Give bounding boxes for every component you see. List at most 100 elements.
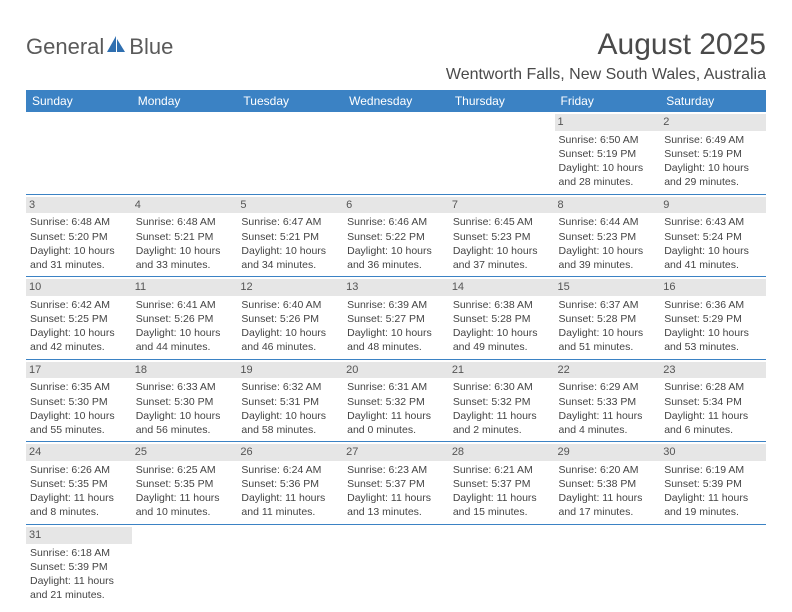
day-number: 21 — [449, 362, 555, 379]
calendar-day-cell — [660, 524, 766, 606]
day-number: 4 — [132, 197, 238, 214]
daylight2-text: and 6 minutes. — [664, 423, 762, 437]
calendar-day-cell: 20Sunrise: 6:31 AMSunset: 5:32 PMDayligh… — [343, 359, 449, 442]
calendar-day-cell — [343, 112, 449, 194]
sunset-text: Sunset: 5:32 PM — [453, 395, 551, 409]
sunrise-text: Sunrise: 6:45 AM — [453, 215, 551, 229]
calendar-day-cell: 30Sunrise: 6:19 AMSunset: 5:39 PMDayligh… — [660, 442, 766, 525]
day-number: 19 — [237, 362, 343, 379]
daylight1-text: Daylight: 10 hours — [347, 244, 445, 258]
daylight2-text: and 41 minutes. — [664, 258, 762, 272]
day-number: 9 — [660, 197, 766, 214]
sunset-text: Sunset: 5:19 PM — [664, 147, 762, 161]
daylight2-text: and 49 minutes. — [453, 340, 551, 354]
calendar-day-cell: 24Sunrise: 6:26 AMSunset: 5:35 PMDayligh… — [26, 442, 132, 525]
daylight1-text: Daylight: 11 hours — [136, 491, 234, 505]
daylight2-text: and 42 minutes. — [30, 340, 128, 354]
sail-icon — [105, 34, 127, 60]
calendar-day-cell: 3Sunrise: 6:48 AMSunset: 5:20 PMDaylight… — [26, 194, 132, 277]
brand-logo: General Blue — [26, 28, 173, 60]
daylight1-text: Daylight: 10 hours — [664, 161, 762, 175]
month-title: August 2025 — [446, 28, 766, 62]
sunrise-text: Sunrise: 6:20 AM — [559, 463, 657, 477]
calendar-day-cell — [237, 524, 343, 606]
day-number: 1 — [555, 114, 661, 131]
sunset-text: Sunset: 5:21 PM — [241, 230, 339, 244]
daylight2-text: and 51 minutes. — [559, 340, 657, 354]
calendar-day-cell — [555, 524, 661, 606]
sunrise-text: Sunrise: 6:30 AM — [453, 380, 551, 394]
sunset-text: Sunset: 5:22 PM — [347, 230, 445, 244]
daylight2-text: and 48 minutes. — [347, 340, 445, 354]
daylight2-text: and 19 minutes. — [664, 505, 762, 519]
sunset-text: Sunset: 5:32 PM — [347, 395, 445, 409]
daylight2-text: and 58 minutes. — [241, 423, 339, 437]
daylight1-text: Daylight: 11 hours — [453, 409, 551, 423]
day-number: 12 — [237, 279, 343, 296]
sunset-text: Sunset: 5:25 PM — [30, 312, 128, 326]
calendar-day-cell: 19Sunrise: 6:32 AMSunset: 5:31 PMDayligh… — [237, 359, 343, 442]
calendar-day-cell: 23Sunrise: 6:28 AMSunset: 5:34 PMDayligh… — [660, 359, 766, 442]
calendar-day-cell: 4Sunrise: 6:48 AMSunset: 5:21 PMDaylight… — [132, 194, 238, 277]
daylight1-text: Daylight: 10 hours — [559, 326, 657, 340]
calendar-day-cell: 28Sunrise: 6:21 AMSunset: 5:37 PMDayligh… — [449, 442, 555, 525]
calendar-day-cell: 2Sunrise: 6:49 AMSunset: 5:19 PMDaylight… — [660, 112, 766, 194]
daylight2-text: and 0 minutes. — [347, 423, 445, 437]
daylight1-text: Daylight: 10 hours — [559, 161, 657, 175]
weekday-header: Sunday — [26, 90, 132, 112]
calendar-day-cell: 12Sunrise: 6:40 AMSunset: 5:26 PMDayligh… — [237, 277, 343, 360]
day-number: 16 — [660, 279, 766, 296]
calendar-week-row: 17Sunrise: 6:35 AMSunset: 5:30 PMDayligh… — [26, 359, 766, 442]
day-number: 5 — [237, 197, 343, 214]
calendar-day-cell: 1Sunrise: 6:50 AMSunset: 5:19 PMDaylight… — [555, 112, 661, 194]
day-number: 3 — [26, 197, 132, 214]
day-number: 8 — [555, 197, 661, 214]
calendar-day-cell: 8Sunrise: 6:44 AMSunset: 5:23 PMDaylight… — [555, 194, 661, 277]
daylight1-text: Daylight: 11 hours — [30, 574, 128, 588]
daylight2-text: and 34 minutes. — [241, 258, 339, 272]
sunrise-text: Sunrise: 6:29 AM — [559, 380, 657, 394]
sunset-text: Sunset: 5:39 PM — [664, 477, 762, 491]
day-number: 26 — [237, 444, 343, 461]
calendar-day-cell: 7Sunrise: 6:45 AMSunset: 5:23 PMDaylight… — [449, 194, 555, 277]
sunset-text: Sunset: 5:26 PM — [136, 312, 234, 326]
daylight2-text: and 55 minutes. — [30, 423, 128, 437]
day-number: 2 — [660, 114, 766, 131]
sunrise-text: Sunrise: 6:40 AM — [241, 298, 339, 312]
daylight2-text: and 37 minutes. — [453, 258, 551, 272]
calendar-week-row: 3Sunrise: 6:48 AMSunset: 5:20 PMDaylight… — [26, 194, 766, 277]
day-number: 22 — [555, 362, 661, 379]
daylight1-text: Daylight: 10 hours — [30, 326, 128, 340]
sunrise-text: Sunrise: 6:24 AM — [241, 463, 339, 477]
calendar-day-cell: 14Sunrise: 6:38 AMSunset: 5:28 PMDayligh… — [449, 277, 555, 360]
daylight1-text: Daylight: 10 hours — [453, 326, 551, 340]
day-number: 10 — [26, 279, 132, 296]
sunrise-text: Sunrise: 6:33 AM — [136, 380, 234, 394]
day-number: 17 — [26, 362, 132, 379]
sunset-text: Sunset: 5:35 PM — [30, 477, 128, 491]
weekday-header: Thursday — [449, 90, 555, 112]
daylight1-text: Daylight: 11 hours — [559, 491, 657, 505]
calendar-day-cell: 21Sunrise: 6:30 AMSunset: 5:32 PMDayligh… — [449, 359, 555, 442]
sunset-text: Sunset: 5:24 PM — [664, 230, 762, 244]
daylight2-text: and 33 minutes. — [136, 258, 234, 272]
sunrise-text: Sunrise: 6:35 AM — [30, 380, 128, 394]
sunset-text: Sunset: 5:28 PM — [453, 312, 551, 326]
sunrise-text: Sunrise: 6:48 AM — [30, 215, 128, 229]
weekday-header: Monday — [132, 90, 238, 112]
day-number: 13 — [343, 279, 449, 296]
brand-blue: Blue — [129, 34, 173, 60]
title-block: August 2025 Wentworth Falls, New South W… — [446, 28, 766, 84]
calendar-day-cell: 18Sunrise: 6:33 AMSunset: 5:30 PMDayligh… — [132, 359, 238, 442]
calendar-table: SundayMondayTuesdayWednesdayThursdayFrid… — [26, 90, 766, 606]
sunrise-text: Sunrise: 6:37 AM — [559, 298, 657, 312]
calendar-day-cell — [132, 524, 238, 606]
calendar-day-cell — [132, 112, 238, 194]
day-number: 18 — [132, 362, 238, 379]
daylight1-text: Daylight: 11 hours — [664, 409, 762, 423]
sunset-text: Sunset: 5:31 PM — [241, 395, 339, 409]
calendar-day-cell — [449, 524, 555, 606]
calendar-week-row: 31Sunrise: 6:18 AMSunset: 5:39 PMDayligh… — [26, 524, 766, 606]
weekday-header: Friday — [555, 90, 661, 112]
sunrise-text: Sunrise: 6:26 AM — [30, 463, 128, 477]
